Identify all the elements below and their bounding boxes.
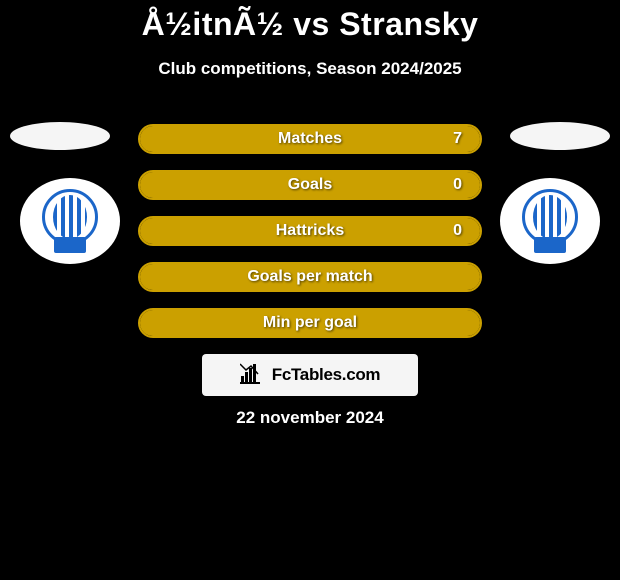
stat-value: 0: [453, 222, 462, 240]
right-top-ellipse: [510, 122, 610, 150]
stat-row-min-per-goal: Min per goal: [138, 308, 482, 338]
brand-box[interactable]: FcTables.com: [202, 354, 418, 396]
right-club-badge: [500, 178, 600, 264]
stat-label: Goals per match: [247, 268, 372, 286]
stat-value: 7: [453, 130, 462, 148]
stat-row-goals-per-match: Goals per match: [138, 262, 482, 292]
date-line: 22 november 2024: [0, 408, 620, 428]
left-club-badge: [20, 178, 120, 264]
stat-label: Matches: [278, 130, 342, 148]
fkmb-emblem-icon: [522, 189, 578, 253]
brand-text: FcTables.com: [272, 365, 381, 385]
stat-row-matches: Matches 7: [138, 124, 482, 154]
stat-label: Hattricks: [276, 222, 344, 240]
stats-list: Matches 7 Goals 0 Hattricks 0 Goals per …: [138, 124, 482, 354]
stat-label: Min per goal: [263, 314, 357, 332]
left-top-ellipse: [10, 122, 110, 150]
page-title: Å½itnÃ½ vs Stransky: [0, 0, 620, 43]
subtitle: Club competitions, Season 2024/2025: [0, 59, 620, 79]
stat-label: Goals: [288, 176, 332, 194]
bar-chart-icon: [240, 362, 264, 389]
stat-row-hattricks: Hattricks 0: [138, 216, 482, 246]
fkmb-emblem-icon: [42, 189, 98, 253]
stat-value: 0: [453, 176, 462, 194]
stat-row-goals: Goals 0: [138, 170, 482, 200]
